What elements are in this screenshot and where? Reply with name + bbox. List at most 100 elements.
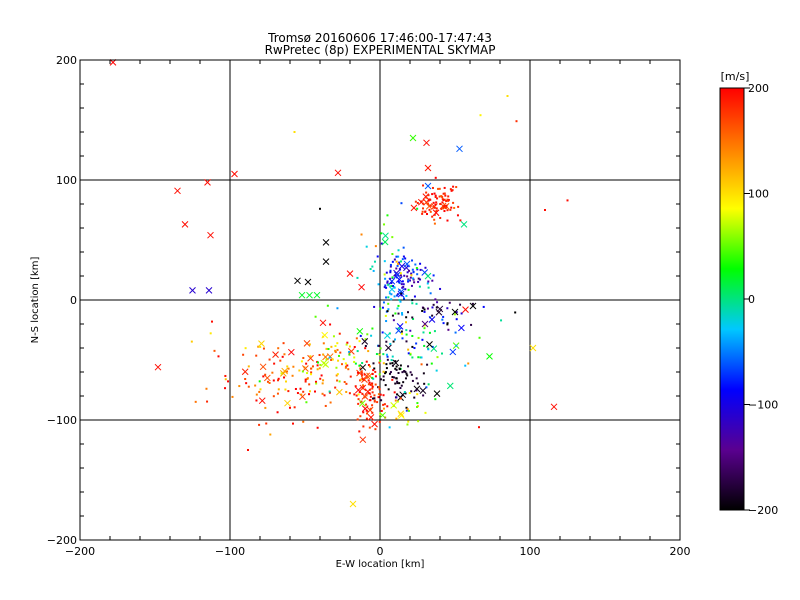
- data-point-x: [421, 320, 429, 328]
- data-point: [407, 348, 410, 351]
- data-point: [272, 379, 275, 382]
- data-point: [374, 428, 377, 431]
- data-point: [408, 269, 411, 272]
- data-point: [231, 395, 234, 398]
- marker-stroke: [379, 411, 386, 419]
- marker-stroke: [347, 348, 355, 355]
- data-point: [406, 374, 409, 377]
- data-point: [308, 383, 311, 386]
- data-point: [384, 284, 387, 287]
- data-point: [459, 303, 462, 306]
- data-point: [354, 385, 357, 388]
- data-point: [396, 307, 399, 310]
- data-point: [313, 390, 316, 393]
- data-point-x: [423, 139, 430, 147]
- data-point: [425, 196, 428, 199]
- data-point: [399, 272, 402, 275]
- colorbar-ticks: 200 100 0 −100 −200: [744, 82, 778, 517]
- data-point: [455, 186, 458, 189]
- data-point: [374, 245, 377, 248]
- data-point: [413, 281, 416, 284]
- marker-stroke: [458, 324, 465, 332]
- data-point-x: [395, 327, 402, 334]
- data-point: [391, 260, 394, 263]
- data-point-x: [258, 397, 266, 405]
- data-point: [341, 363, 344, 366]
- data-point: [422, 372, 425, 375]
- data-point: [391, 276, 394, 279]
- data-point: [338, 380, 341, 383]
- data-point: [265, 422, 268, 425]
- data-point: [439, 203, 442, 206]
- data-point: [395, 417, 398, 420]
- data-point: [431, 279, 434, 282]
- data-point: [391, 253, 394, 256]
- marker-stroke: [398, 262, 406, 270]
- data-point: [381, 331, 384, 334]
- data-point: [423, 382, 426, 385]
- data-point-x: [456, 145, 463, 153]
- data-point: [435, 201, 438, 204]
- data-point: [365, 394, 368, 397]
- data-point: [291, 374, 294, 377]
- data-point: [424, 266, 427, 269]
- data-point: [402, 381, 405, 384]
- data-point: [446, 322, 449, 325]
- data-point: [393, 295, 396, 298]
- data-point: [449, 188, 452, 191]
- data-point: [359, 379, 362, 382]
- data-point: [296, 392, 299, 395]
- data-point: [425, 386, 428, 389]
- data-point: [406, 423, 409, 426]
- data-point: [424, 210, 427, 213]
- data-point-x: [424, 182, 432, 190]
- data-point: [391, 355, 394, 358]
- marker-stroke: [417, 198, 425, 206]
- data-point: [345, 390, 348, 393]
- marker-stroke: [189, 287, 196, 294]
- data-point: [431, 215, 434, 218]
- marker-stroke: [279, 370, 287, 377]
- data-point: [407, 278, 410, 281]
- data-point-x: [435, 308, 443, 316]
- data-point: [367, 350, 370, 353]
- data-point: [324, 404, 327, 407]
- data-point: [432, 201, 435, 204]
- data-point: [433, 218, 436, 221]
- data-point: [409, 276, 412, 279]
- data-point-x: [258, 340, 265, 347]
- data-point: [417, 356, 420, 359]
- data-point: [364, 347, 367, 350]
- data-point: [367, 364, 370, 367]
- data-point: [372, 397, 375, 400]
- data-point: [404, 377, 407, 380]
- data-point: [393, 286, 396, 289]
- data-point: [385, 296, 388, 299]
- data-point: [404, 288, 407, 291]
- data-point-x: [382, 232, 389, 240]
- data-point: [368, 388, 371, 391]
- data-point: [414, 200, 417, 203]
- data-point: [387, 296, 390, 299]
- data-point: [287, 390, 290, 393]
- data-point-x: [279, 370, 287, 377]
- data-point: [262, 375, 265, 378]
- data-point: [316, 368, 319, 371]
- data-point: [406, 271, 409, 274]
- data-point: [456, 214, 459, 217]
- data-point: [365, 360, 368, 363]
- marker-stroke: [174, 187, 181, 195]
- data-point: [407, 365, 410, 368]
- data-point: [356, 276, 359, 279]
- data-point: [407, 352, 410, 355]
- data-point-x: [397, 410, 405, 418]
- data-point: [287, 367, 290, 370]
- data-point: [419, 262, 422, 265]
- data-point: [404, 392, 407, 395]
- data-point: [478, 336, 481, 339]
- data-point: [394, 360, 397, 363]
- data-point: [425, 191, 428, 194]
- data-point: [392, 340, 395, 343]
- marker-stroke: [426, 341, 433, 348]
